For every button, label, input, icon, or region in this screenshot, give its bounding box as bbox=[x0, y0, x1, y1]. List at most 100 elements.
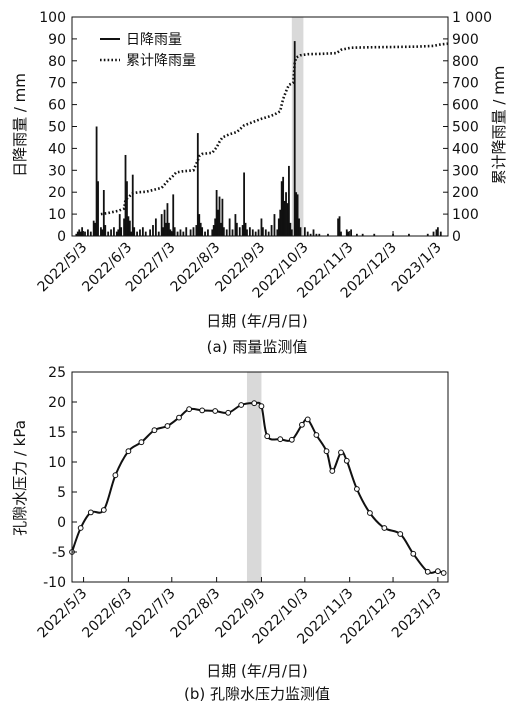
y-tick-label: 10 bbox=[48, 455, 66, 471]
plot-frame bbox=[72, 17, 448, 236]
data-point bbox=[165, 424, 170, 429]
rain-bar bbox=[174, 227, 176, 236]
y-tick-label: 20 bbox=[48, 395, 66, 411]
y2-tick-label: 900 bbox=[452, 32, 479, 48]
data-point bbox=[226, 410, 231, 415]
y2-tick-label: 600 bbox=[452, 98, 479, 114]
rain-bar bbox=[433, 232, 435, 236]
rain-bar bbox=[132, 175, 134, 236]
data-point bbox=[213, 409, 218, 414]
rain-bar bbox=[155, 218, 157, 236]
data-point bbox=[200, 408, 205, 413]
chart-caption: (b) 孔隙水压力监测值 bbox=[184, 685, 330, 703]
y-tick-label: -5 bbox=[52, 545, 66, 561]
y-tick-label: 80 bbox=[48, 54, 66, 70]
rain-bar bbox=[81, 227, 83, 236]
rain-bar bbox=[158, 232, 160, 236]
y-tick-label: -10 bbox=[43, 575, 66, 591]
rain-bar bbox=[97, 181, 99, 236]
data-point bbox=[278, 437, 283, 442]
rain-bar bbox=[142, 227, 144, 236]
data-point bbox=[354, 487, 359, 492]
y-tick-label: 5 bbox=[57, 485, 66, 501]
rain-bar bbox=[177, 232, 179, 236]
data-point bbox=[339, 450, 344, 455]
rain-bar bbox=[182, 232, 184, 236]
data-point bbox=[324, 449, 329, 454]
rain-bar bbox=[185, 227, 187, 236]
rain-bar bbox=[226, 229, 228, 236]
data-point bbox=[300, 422, 305, 427]
legend-bar-label: 日降雨量 bbox=[126, 32, 182, 48]
rain-bar bbox=[113, 227, 115, 236]
data-point bbox=[265, 434, 270, 439]
data-point bbox=[187, 407, 192, 412]
y-axis-label-left: 日降雨量 / mm bbox=[11, 73, 29, 177]
rain-bar bbox=[307, 232, 309, 236]
rain-bar bbox=[239, 227, 241, 236]
rain-bar bbox=[350, 229, 352, 236]
x-ticks: 2022/5/32022/6/32022/7/32022/8/32022/9/3… bbox=[35, 577, 445, 648]
data-point bbox=[344, 458, 349, 463]
y-tick-label: 20 bbox=[48, 185, 66, 201]
y2-tick-label: 100 bbox=[452, 207, 479, 223]
data-point bbox=[382, 526, 387, 531]
rain-bar bbox=[246, 229, 248, 236]
y2-tick-label: 200 bbox=[452, 185, 479, 201]
data-point bbox=[330, 469, 335, 474]
rain-bar bbox=[274, 214, 276, 236]
rain-bar bbox=[204, 232, 206, 236]
rain-bar bbox=[149, 229, 151, 236]
y-tick-label: 15 bbox=[48, 425, 66, 441]
x-axis-label: 日期 (年/月/日) bbox=[206, 312, 308, 330]
rain-bar bbox=[268, 232, 270, 236]
x-ticks: 2022/5/32022/6/32022/7/32022/8/32022/9/3… bbox=[35, 231, 445, 302]
rain-bar bbox=[300, 227, 302, 236]
data-point bbox=[239, 403, 244, 408]
rain-bar bbox=[136, 232, 138, 236]
y-tick-label: 50 bbox=[48, 120, 66, 136]
rain-bar bbox=[291, 229, 293, 236]
data-point bbox=[289, 437, 294, 442]
y2-tick-label: 700 bbox=[452, 76, 479, 92]
data-point bbox=[305, 417, 310, 422]
rain-bar bbox=[271, 225, 273, 236]
y-ticks-left: 0 10 20 30 40 50 60 70 80 90 100 bbox=[39, 10, 77, 245]
data-point bbox=[411, 551, 416, 556]
y2-tick-label: 1 000 bbox=[452, 10, 492, 26]
y-tick-label: 100 bbox=[39, 10, 66, 26]
rain-bar bbox=[193, 227, 195, 236]
rain-bar bbox=[236, 223, 238, 236]
data-point bbox=[259, 404, 264, 409]
rain-bar bbox=[110, 229, 112, 236]
data-point bbox=[88, 510, 93, 515]
legend-line-label: 累计降雨量 bbox=[126, 53, 196, 69]
x-tick-label: 2023/1/3 bbox=[389, 586, 445, 642]
y-axis-label: 孔隙水压力 / kPa bbox=[11, 420, 29, 536]
y-tick-label: 10 bbox=[48, 207, 66, 223]
data-point bbox=[113, 473, 118, 478]
y-tick-label: 70 bbox=[48, 76, 66, 92]
rain-bar bbox=[145, 232, 147, 236]
rain-bar bbox=[104, 225, 106, 236]
rain-bar bbox=[265, 229, 267, 236]
rain-bar bbox=[258, 229, 260, 236]
data-point bbox=[368, 511, 373, 516]
rain-bar bbox=[313, 229, 315, 236]
y-tick-label: 0 bbox=[57, 229, 66, 245]
data-point bbox=[425, 569, 430, 574]
rain-bar bbox=[133, 227, 135, 236]
rain-bar bbox=[223, 227, 225, 236]
rain-bar bbox=[262, 227, 264, 236]
rain-bar bbox=[139, 229, 141, 236]
data-point bbox=[139, 440, 144, 445]
rain-bar bbox=[249, 227, 251, 236]
y-axis-label-right: 累计降雨量 / mm bbox=[490, 66, 508, 185]
rain-bar bbox=[207, 229, 209, 236]
rain-bar bbox=[107, 232, 109, 236]
y-tick-label: 25 bbox=[48, 365, 66, 381]
rain-bar bbox=[440, 232, 442, 236]
y2-tick-label: 0 bbox=[452, 229, 461, 245]
y-tick-label: 30 bbox=[48, 163, 66, 179]
data-point bbox=[101, 508, 106, 513]
